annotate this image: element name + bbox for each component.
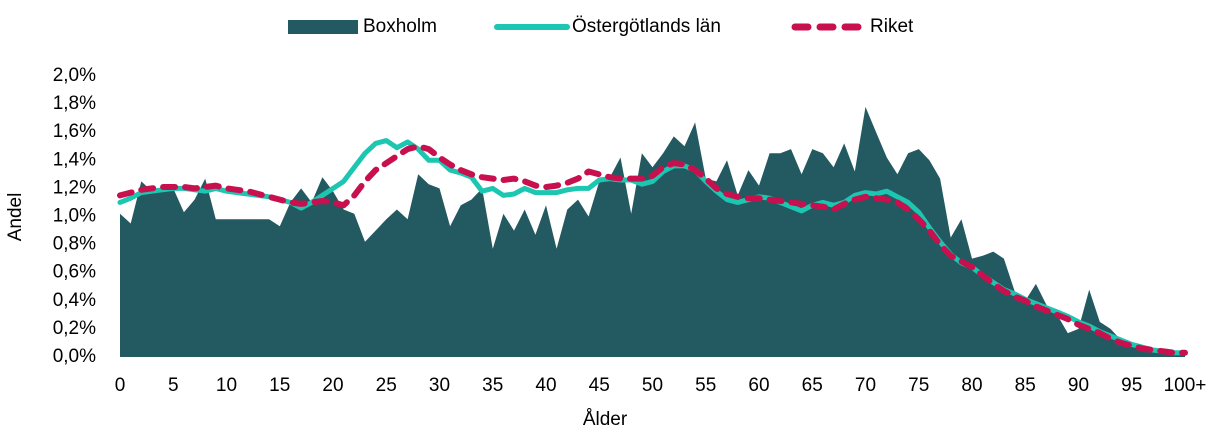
- legend-swatch: [288, 20, 358, 34]
- legend-label: Östergötlands län: [572, 16, 721, 37]
- y-tick-label: 0,6%: [53, 262, 96, 283]
- x-tick-label: 10: [216, 375, 237, 396]
- x-tick-label: 25: [376, 375, 397, 396]
- x-tick-label: 100+: [1164, 375, 1207, 396]
- y-tick-label: 1,8%: [53, 93, 96, 114]
- x-tick-label: 70: [855, 375, 876, 396]
- x-tick-label: 85: [1015, 375, 1036, 396]
- y-tick-label: 0,4%: [53, 290, 96, 311]
- x-tick-label: 35: [482, 375, 503, 396]
- x-tick-label: 65: [802, 375, 823, 396]
- x-tick-label: 45: [589, 375, 610, 396]
- y-tick-label: 1,6%: [53, 121, 96, 142]
- legend-label: Riket: [870, 16, 914, 37]
- x-tick-label: 50: [642, 375, 663, 396]
- y-tick-label: 0,0%: [53, 346, 96, 367]
- y-tick-label: 2,0%: [53, 65, 96, 86]
- legend-label: Boxholm: [363, 16, 437, 37]
- x-tick-label: 80: [961, 375, 982, 396]
- x-tick-label: 40: [535, 375, 556, 396]
- x-tick-label: 75: [908, 375, 929, 396]
- x-tick-label: 5: [168, 375, 179, 396]
- x-axis-label: Ålder: [583, 409, 628, 430]
- line: [117, 143, 1188, 356]
- x-tick-label: 60: [748, 375, 769, 396]
- x-tick-label: 90: [1068, 375, 1089, 396]
- x-tick-label: 20: [322, 375, 343, 396]
- x-tick-label: 15: [269, 375, 290, 396]
- y-tick-label: 1,0%: [53, 206, 96, 227]
- area: [120, 106, 1185, 358]
- x-tick-label: 55: [695, 375, 716, 396]
- y-tick-label: 0,2%: [53, 318, 96, 339]
- x-tick-label: 0: [115, 375, 126, 396]
- y-tick-label: 1,4%: [53, 149, 96, 170]
- y-axis-label: Andel: [5, 193, 26, 242]
- y-tick-label: 0,8%: [53, 234, 96, 255]
- y-tick-label: 1,2%: [53, 177, 96, 198]
- x-tick-label: 30: [429, 375, 450, 396]
- x-tick-label: 95: [1121, 375, 1142, 396]
